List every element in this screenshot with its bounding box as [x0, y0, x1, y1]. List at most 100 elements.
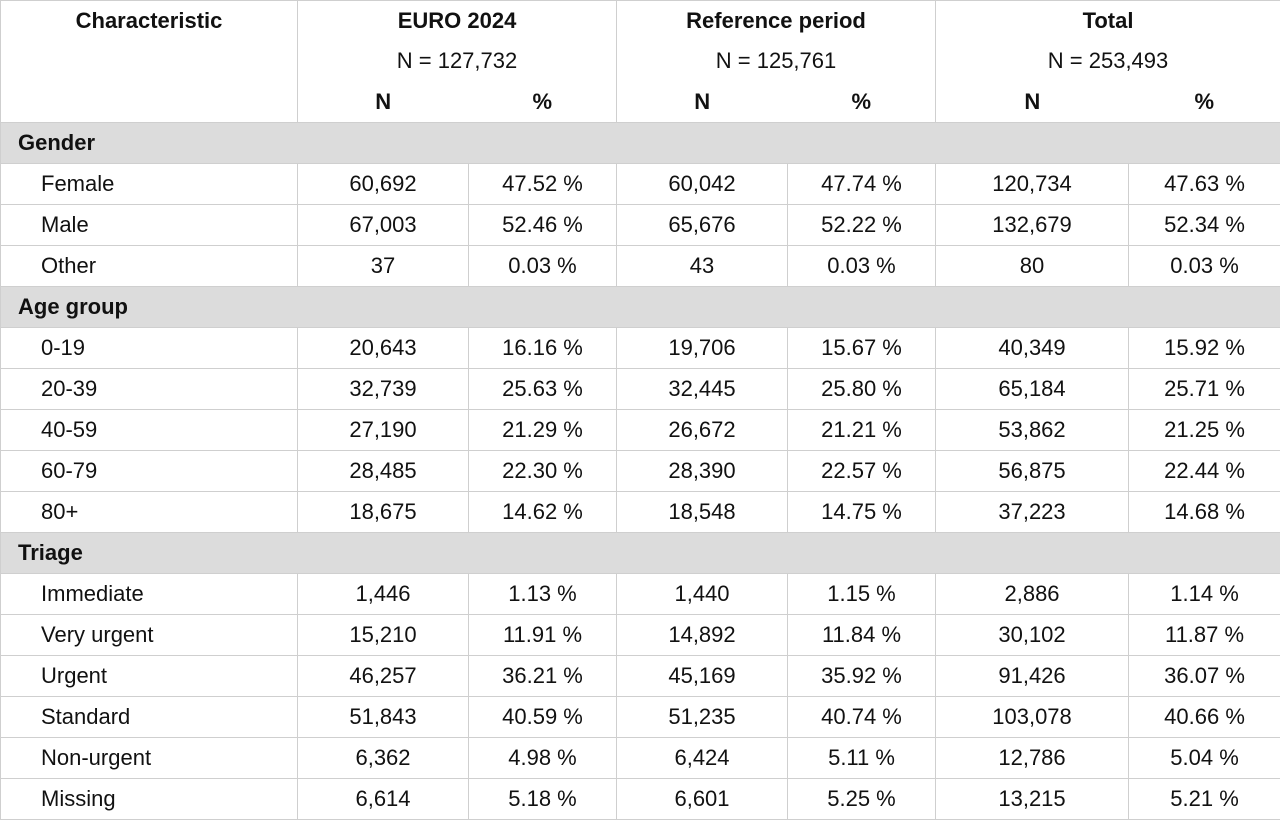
percent-cell: 14.75 %: [786, 491, 937, 533]
count-cell: 132,679: [935, 204, 1130, 246]
count-cell: 43: [616, 245, 788, 287]
table-row: 0-19 20,643 16.16 % 19,706 15.67 % 40,349 15.9…: [0, 327, 1280, 369]
count-cell: 6,362: [297, 737, 469, 779]
percent-cell: 40.66 %: [1128, 696, 1280, 738]
percent-cell: 21.21 %: [786, 409, 937, 451]
count-cell: 51,235: [616, 696, 788, 738]
table-row: 20-39 32,739 25.63 % 32,445 25.80 % 65,184 25.…: [0, 368, 1280, 410]
section-title: Triage: [0, 532, 1280, 574]
section-row: Triage: [0, 532, 1280, 574]
table-row: Standard 51,843 40.59 % 51,235 40.74 % 103,07…: [0, 696, 1280, 738]
count-cell: 2,886: [935, 573, 1130, 615]
percent-cell: 25.71 %: [1128, 368, 1280, 410]
header-blank: [0, 81, 298, 123]
count-cell: 19,706: [616, 327, 788, 369]
table-row: Male 67,003 52.46 % 65,676 52.22 % 132,679 52.…: [0, 204, 1280, 246]
count-cell: 13,215: [935, 778, 1130, 820]
percent-cell: 36.07 %: [1128, 655, 1280, 697]
table-body: Gender Female 60,692 47.52 % 60,042 47.74 % 12…: [0, 122, 1280, 820]
percent-cell: 15.92 %: [1128, 327, 1280, 369]
table-row: Non-urgent 6,362 4.98 % 6,424 5.11 % 12,786 5.…: [0, 737, 1280, 779]
count-cell: 56,875: [935, 450, 1130, 492]
percent-cell: 36.21 %: [468, 655, 617, 697]
percent-cell: 1.15 %: [786, 573, 937, 615]
table-row: Urgent 46,257 36.21 % 45,169 35.92 % 91,426 36…: [0, 655, 1280, 697]
percent-cell: 0.03 %: [1128, 245, 1280, 287]
header-reference-period: Reference period: [615, 0, 937, 41]
count-cell: 1,440: [616, 573, 788, 615]
row-label: Very urgent: [0, 614, 298, 656]
percent-cell: 25.63 %: [468, 368, 617, 410]
percent-cell: 22.44 %: [1128, 450, 1280, 492]
table-row: Immediate 1,446 1.13 % 1,440 1.15 % 2,886 1.14…: [0, 573, 1280, 615]
count-cell: 26,672: [616, 409, 788, 451]
count-cell: 53,862: [935, 409, 1130, 451]
count-cell: 15,210: [297, 614, 469, 656]
header-n-euro-2024: N = 127,732: [297, 41, 617, 81]
percent-cell: 22.30 %: [468, 450, 617, 492]
header-n-col: N: [616, 81, 788, 123]
count-cell: 37,223: [935, 491, 1130, 533]
header-n-reference-period: N = 125,761: [615, 41, 937, 81]
percent-cell: 1.14 %: [1128, 573, 1280, 615]
table-row: 60-79 28,485 22.30 % 28,390 22.57 % 56,875 22.…: [0, 450, 1280, 492]
header-pct-col: %: [468, 81, 617, 123]
percent-cell: 47.63 %: [1128, 163, 1280, 205]
percent-cell: 5.18 %: [468, 778, 617, 820]
percent-cell: 52.46 %: [468, 204, 617, 246]
count-cell: 32,445: [616, 368, 788, 410]
section-title: Age group: [0, 286, 1280, 328]
percent-cell: 5.04 %: [1128, 737, 1280, 779]
table-row: Very urgent 15,210 11.91 % 14,892 11.84 % 30,…: [0, 614, 1280, 656]
count-cell: 6,424: [616, 737, 788, 779]
row-label: 20-39: [0, 368, 298, 410]
percent-cell: 40.59 %: [468, 696, 617, 738]
count-cell: 30,102: [935, 614, 1130, 656]
count-cell: 20,643: [297, 327, 469, 369]
count-cell: 80: [935, 245, 1130, 287]
row-label: Other: [0, 245, 298, 287]
percent-cell: 15.67 %: [786, 327, 937, 369]
count-cell: 60,042: [616, 163, 788, 205]
count-cell: 45,169: [616, 655, 788, 697]
percent-cell: 52.22 %: [786, 204, 937, 246]
header-blank: [0, 41, 298, 81]
table-row: Other 37 0.03 % 43 0.03 % 80 0.03 %: [0, 245, 1280, 287]
percent-cell: 52.34 %: [1128, 204, 1280, 246]
percent-cell: 47.52 %: [468, 163, 617, 205]
count-cell: 18,548: [616, 491, 788, 533]
percent-cell: 1.13 %: [468, 573, 617, 615]
header-n-col: N: [297, 81, 469, 123]
row-label: Male: [0, 204, 298, 246]
table-row: 80+ 18,675 14.62 % 18,548 14.75 % 37,223 14.68…: [0, 491, 1280, 533]
row-label: Female: [0, 163, 298, 205]
count-cell: 51,843: [297, 696, 469, 738]
count-cell: 40,349: [935, 327, 1130, 369]
header-total: Total: [935, 0, 1280, 41]
row-label: 80+: [0, 491, 298, 533]
row-label: 0-19: [0, 327, 298, 369]
row-label: Urgent: [0, 655, 298, 697]
header-euro-2024: EURO 2024: [297, 0, 617, 41]
percent-cell: 40.74 %: [786, 696, 937, 738]
percent-cell: 35.92 %: [786, 655, 937, 697]
percent-cell: 21.29 %: [468, 409, 617, 451]
count-cell: 14,892: [616, 614, 788, 656]
percent-cell: 22.57 %: [786, 450, 937, 492]
percent-cell: 5.21 %: [1128, 778, 1280, 820]
count-cell: 91,426: [935, 655, 1130, 697]
count-cell: 65,676: [616, 204, 788, 246]
count-cell: 6,614: [297, 778, 469, 820]
header-pct-col: %: [787, 81, 937, 123]
percent-cell: 0.03 %: [468, 245, 617, 287]
count-cell: 67,003: [297, 204, 469, 246]
row-label: Standard: [0, 696, 298, 738]
row-label: 40-59: [0, 409, 298, 451]
count-cell: 18,675: [297, 491, 469, 533]
percent-cell: 14.68 %: [1128, 491, 1280, 533]
table-row: 40-59 27,190 21.29 % 26,672 21.21 % 53,862 21.…: [0, 409, 1280, 451]
count-cell: 6,601: [616, 778, 788, 820]
percent-cell: 14.62 %: [468, 491, 617, 533]
percent-cell: 11.84 %: [786, 614, 937, 656]
